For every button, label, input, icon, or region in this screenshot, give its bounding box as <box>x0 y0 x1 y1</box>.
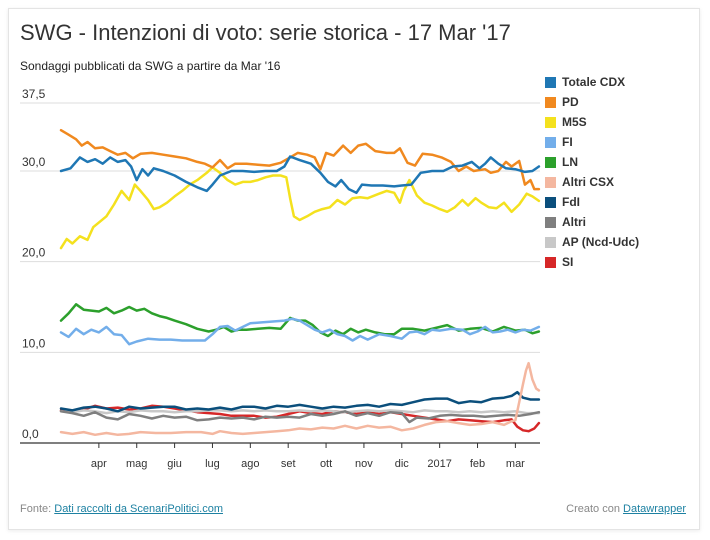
legend-item-pd[interactable]: PD <box>545 92 695 112</box>
series-line-fdi[interactable] <box>59 390 541 413</box>
legend-label: AP (Ncd-Udc) <box>562 235 640 249</box>
x-tick-label: feb <box>470 458 485 470</box>
legend-swatch <box>545 116 556 128</box>
x-tick-label: dic <box>395 458 410 470</box>
y-tick-label: 0,0 <box>22 427 39 441</box>
legend-swatch <box>545 196 556 208</box>
x-tick-label: apr <box>91 458 107 470</box>
legend-item-fi[interactable]: FI <box>545 132 695 152</box>
series-line-altri-csx[interactable] <box>59 361 541 437</box>
legend-swatch <box>545 176 556 188</box>
legend-label: Altri CSX <box>562 175 615 189</box>
legend-label: Totale CDX <box>562 75 626 89</box>
x-tick-label: nov <box>355 458 373 470</box>
y-tick-label: 10,0 <box>22 336 46 350</box>
legend-swatch <box>545 236 556 248</box>
y-tick-label: 37,5 <box>22 87 46 101</box>
series-lines <box>59 128 541 437</box>
legend-swatch <box>545 156 556 168</box>
grid <box>20 102 540 444</box>
chart-subtitle: Sondaggi pubblicati da SWG a partire da … <box>20 59 281 73</box>
legend-item-si[interactable]: SI <box>545 252 695 272</box>
datawrapper-link[interactable]: Datawrapper <box>623 503 686 515</box>
source-prefix: Fonte: <box>20 503 52 515</box>
legend-label: M5S <box>562 115 587 129</box>
legend-item-altri-csx[interactable]: Altri CSX <box>545 172 695 192</box>
chart-title: SWG - Intenzioni di voto: serie storica … <box>20 20 511 45</box>
legend-label: PD <box>562 95 579 109</box>
legend-label: SI <box>562 255 574 269</box>
legend-swatch <box>545 136 556 148</box>
legend-swatch <box>545 76 556 88</box>
y-tick-label: 30,0 <box>22 155 46 169</box>
legend-item-totale-cdx[interactable]: Totale CDX <box>545 72 695 92</box>
legend-item-m5s[interactable]: M5S <box>545 112 695 132</box>
series-line-fi[interactable] <box>59 317 541 346</box>
legend-item-altri[interactable]: Altri <box>545 212 695 232</box>
legend-swatch <box>545 216 556 228</box>
legend-item-ln[interactable]: LN <box>545 152 695 172</box>
x-axis: apr mag giu lug ago set ott nov dic 2017 feb mar <box>91 443 525 470</box>
legend: Totale CDX PD M5S FI LN Altri CSX FdI Altri AP (… <box>545 72 695 272</box>
source-link[interactable]: Dati raccolti da ScenariPolitici.com <box>54 503 223 515</box>
x-tick-label: lug <box>205 458 220 470</box>
series-line-ap-ncd-udc[interactable] <box>59 409 541 415</box>
legend-swatch <box>545 256 556 268</box>
x-tick-label: set <box>281 458 296 470</box>
credit-prefix: Creato con <box>566 503 620 515</box>
x-tick-label: mag <box>126 458 147 470</box>
x-tick-label: giu <box>167 458 182 470</box>
legend-swatch <box>545 96 556 108</box>
y-axis-labels: 0,0 10,0 20,0 30,0 37,5 <box>22 87 46 441</box>
credit-footer: Creato con Datawrapper <box>566 503 686 515</box>
series-line-ln[interactable] <box>59 303 541 338</box>
x-tick-label: mar <box>506 458 525 470</box>
legend-label: FdI <box>562 195 580 209</box>
y-tick-label: 20,0 <box>22 246 46 260</box>
legend-item-fdi[interactable]: FdI <box>545 192 695 212</box>
source-footer: Fonte: Dati raccolti da ScenariPolitici.… <box>20 503 223 515</box>
x-tick-label: ott <box>320 458 332 470</box>
legend-label: LN <box>562 155 578 169</box>
x-tick-label: 2017 <box>427 458 451 470</box>
series-line-altri[interactable] <box>59 410 541 424</box>
legend-label: Altri <box>562 215 586 229</box>
legend-label: FI <box>562 135 573 149</box>
x-tick-label: ago <box>241 458 259 470</box>
legend-item-ap-ncd-udc[interactable]: AP (Ncd-Udc) <box>545 232 695 252</box>
series-line-pd[interactable] <box>59 128 541 191</box>
series-line-totale-cdx[interactable] <box>59 155 541 195</box>
series-line-m5s[interactable] <box>59 166 541 250</box>
